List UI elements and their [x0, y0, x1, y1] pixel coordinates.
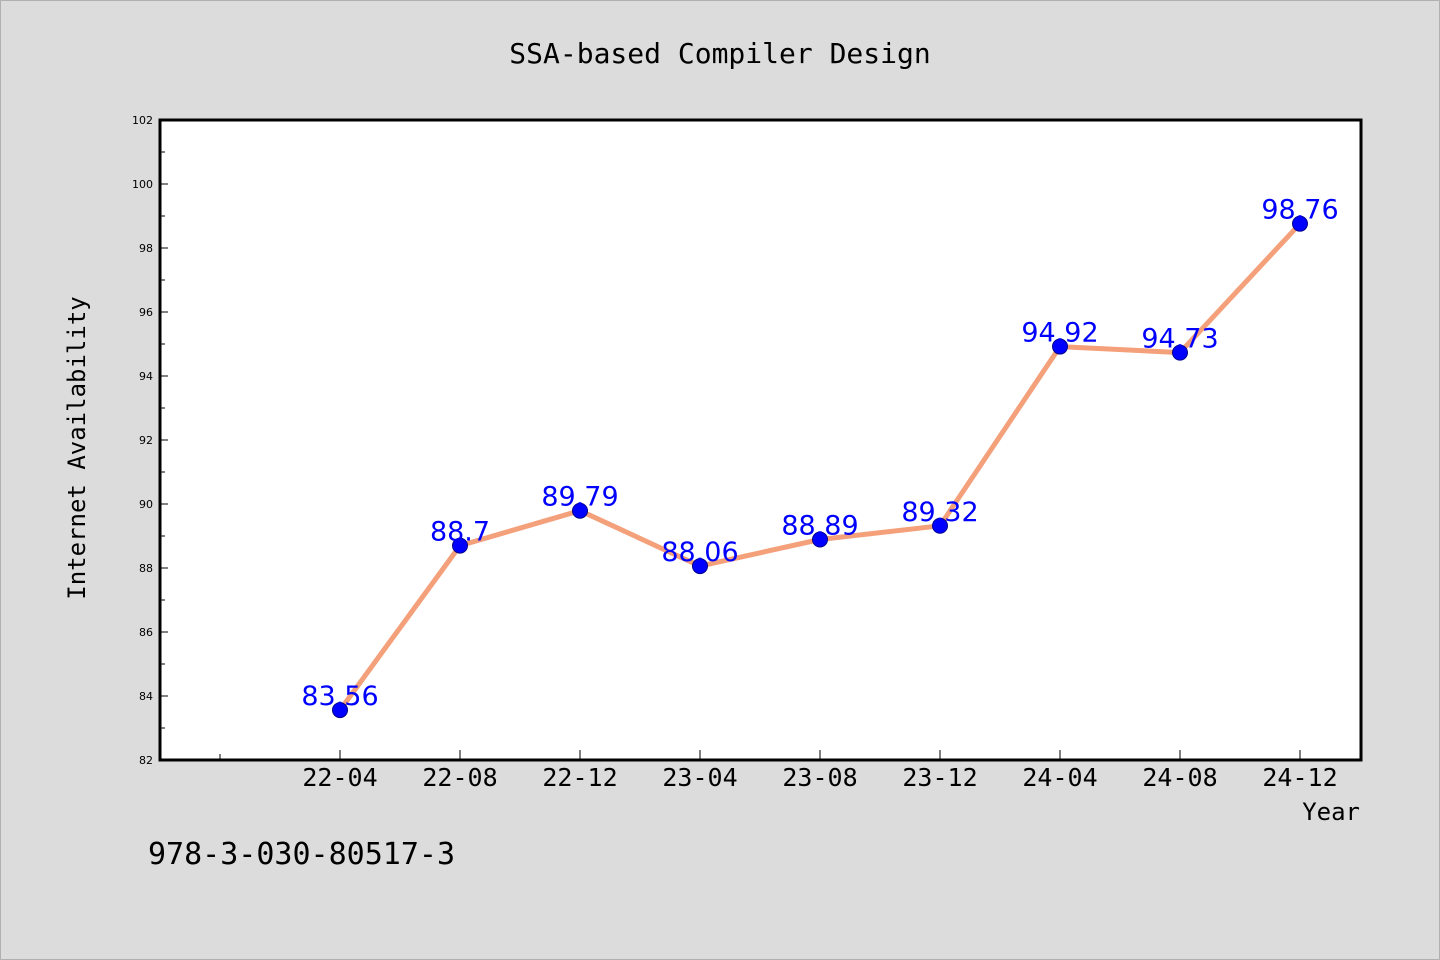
y-tick-label: 82: [139, 754, 153, 767]
data-point: [692, 558, 708, 575]
data-point: [1172, 344, 1188, 361]
x-tick-label: 23-12: [902, 763, 977, 792]
x-axis-ticks: 22-04 22-08 22-12 23-04 23-08 23-12 24-04 24-08…: [219, 750, 1338, 792]
data-label: 94.92: [1021, 318, 1098, 349]
data-label: 89.32: [901, 497, 978, 528]
x-tick-label: 22-12: [542, 763, 617, 792]
data-point: [572, 502, 588, 519]
chart-title: SSA-based Compiler Design: [509, 37, 930, 70]
x-tick-label: 23-08: [782, 763, 857, 792]
data-label: 88.06: [661, 537, 738, 568]
data-label: 89.79: [541, 482, 618, 513]
y-axis-ticks: 82 84 86 88 90 92 94 96 98 100 102: [132, 114, 168, 767]
y-tick-label: 92: [139, 434, 153, 447]
y-tick-label: 102: [132, 114, 153, 127]
data-label: 88.7: [430, 517, 490, 548]
data-point: [452, 537, 468, 554]
y-axis-label: Internet Availability: [63, 296, 91, 599]
x-tick-label: 24-04: [1022, 763, 1097, 792]
y-tick-label: 86: [139, 626, 153, 639]
x-tick-label: 22-08: [422, 763, 497, 792]
data-label: 98.76: [1261, 195, 1338, 226]
isbn-text: 978-3-030-80517-3: [148, 837, 455, 872]
y-tick-label: 100: [132, 178, 153, 191]
x-tick-label: 23-04: [662, 763, 737, 792]
y-tick-label: 84: [139, 690, 153, 703]
data-point: [812, 531, 828, 548]
plot-area: [158, 118, 1363, 762]
data-point: [332, 702, 348, 719]
data-label: 94.73: [1141, 324, 1218, 355]
x-axis-label: Year: [1302, 798, 1360, 826]
y-tick-label: 94: [139, 370, 153, 383]
y-tick-label: 88: [139, 562, 153, 575]
x-tick-label: 24-08: [1142, 763, 1217, 792]
data-point: [1052, 338, 1068, 355]
x-tick-label: 22-04: [302, 763, 377, 792]
data-label: 83.56: [301, 681, 378, 712]
data-label: 88.89: [781, 511, 858, 542]
x-tick-label: 24-12: [1262, 763, 1337, 792]
y-tick-label: 96: [139, 306, 153, 319]
data-point: [1292, 215, 1308, 232]
y-tick-label: 98: [139, 242, 153, 255]
data-point: [932, 517, 948, 534]
series-group: 83.56 88.7 89.79 88.06 88.89 89.32 94.92 94.73 9…: [301, 195, 1339, 719]
y-tick-label: 90: [139, 498, 153, 511]
